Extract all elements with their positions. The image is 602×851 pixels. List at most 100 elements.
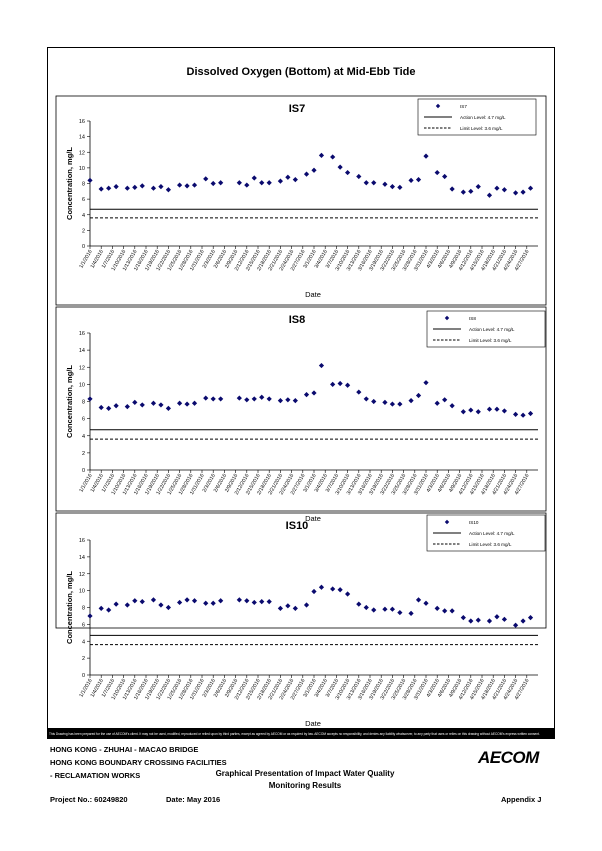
data-point: [345, 169, 351, 176]
y-tick-label: 12: [79, 365, 85, 371]
data-point: [266, 598, 272, 605]
y-axis-label: Concentration, mg/L: [65, 147, 74, 220]
data-point: [124, 404, 130, 410]
y-tick-label: 16: [79, 331, 85, 337]
x-axis-label: Date: [305, 290, 321, 299]
data-point: [468, 188, 474, 194]
data-point: [423, 153, 429, 159]
data-point: [203, 395, 209, 401]
data-point: [501, 187, 507, 193]
data-point: [345, 382, 351, 388]
data-point: [468, 618, 474, 624]
data-point: [494, 185, 500, 191]
data-point: [150, 597, 157, 603]
data-point: [191, 598, 198, 604]
data-point: [371, 180, 377, 186]
y-tick-label: 0: [82, 673, 85, 679]
y-tick-label: 2: [82, 656, 85, 662]
data-point: [285, 397, 291, 403]
data-point: [98, 605, 104, 611]
data-point: [415, 176, 422, 183]
data-point: [345, 591, 351, 597]
data-point: [165, 187, 171, 193]
legend-label: Limit Level: 3.6 mg/L: [460, 126, 503, 131]
data-point: [184, 183, 190, 189]
data-point: [318, 152, 325, 158]
legend-label: Action Level: 4.7 mg/L: [460, 115, 506, 120]
data-point: [527, 615, 534, 621]
data-point: [251, 396, 257, 402]
data-point: [408, 610, 414, 617]
data-point: [87, 177, 93, 183]
chart-title: IS10: [286, 520, 309, 532]
data-point: [236, 597, 242, 603]
y-tick-label: 16: [79, 119, 85, 125]
project-number: Project No.: 60249820: [50, 795, 128, 804]
data-point: [218, 180, 224, 186]
data-point: [389, 401, 395, 407]
footer-line-1: HONG KONG - ZHUHAI - MACAO BRIDGE: [50, 745, 199, 754]
data-point: [210, 180, 216, 187]
y-tick-label: 6: [82, 622, 85, 628]
data-point: [501, 616, 507, 622]
data-point: [423, 600, 429, 606]
legend-marker: [435, 103, 441, 109]
data-point: [389, 184, 395, 190]
data-point: [251, 175, 257, 181]
chart-title: IS8: [289, 314, 306, 326]
y-axis-label: Concentration, mg/L: [65, 571, 74, 644]
data-point: [415, 392, 422, 399]
data-point: [330, 381, 336, 387]
data-point: [277, 398, 283, 404]
data-point: [389, 606, 395, 612]
data-point: [475, 617, 481, 623]
data-point: [311, 167, 317, 173]
panel-border: [55, 306, 547, 512]
data-point: [203, 176, 209, 182]
data-point: [106, 185, 112, 191]
y-tick-label: 14: [79, 348, 85, 354]
data-point: [520, 618, 526, 624]
data-point: [113, 403, 119, 409]
data-point: [203, 600, 209, 606]
x-axis-label: Date: [305, 514, 321, 523]
data-point: [124, 185, 130, 191]
data-point: [434, 169, 440, 176]
data-point: [124, 602, 130, 608]
y-tick-label: 0: [82, 468, 85, 474]
data-point: [382, 606, 388, 612]
x-axis-label: Date: [305, 719, 321, 728]
data-point: [259, 394, 265, 400]
data-point: [285, 603, 291, 609]
data-point: [434, 400, 440, 406]
data-point: [311, 588, 317, 595]
data-point: [460, 189, 466, 195]
data-point: [303, 171, 310, 177]
data-point: [449, 608, 455, 614]
data-point: [408, 177, 414, 183]
data-point: [236, 395, 242, 401]
data-point: [520, 189, 526, 195]
y-tick-label: 16: [79, 538, 85, 544]
data-point: [139, 183, 145, 189]
data-point: [113, 184, 119, 190]
data-point: [520, 412, 526, 418]
data-point: [87, 396, 93, 402]
footer-title-line-1: Graphical Presentation of Impact Water Q…: [215, 769, 395, 778]
data-point: [356, 173, 362, 180]
legend-label: Limit Level: 3.6 mg/L: [469, 338, 512, 343]
data-point: [165, 604, 171, 611]
data-point: [513, 190, 519, 196]
data-point: [303, 392, 310, 398]
data-point: [356, 389, 362, 395]
data-point: [460, 409, 466, 415]
data-point: [184, 597, 190, 603]
report-date: Date: May 2016: [166, 795, 221, 804]
data-point: [311, 390, 317, 396]
data-point: [150, 185, 157, 191]
data-point: [292, 398, 298, 404]
data-point: [318, 362, 325, 369]
data-point: [527, 185, 534, 191]
